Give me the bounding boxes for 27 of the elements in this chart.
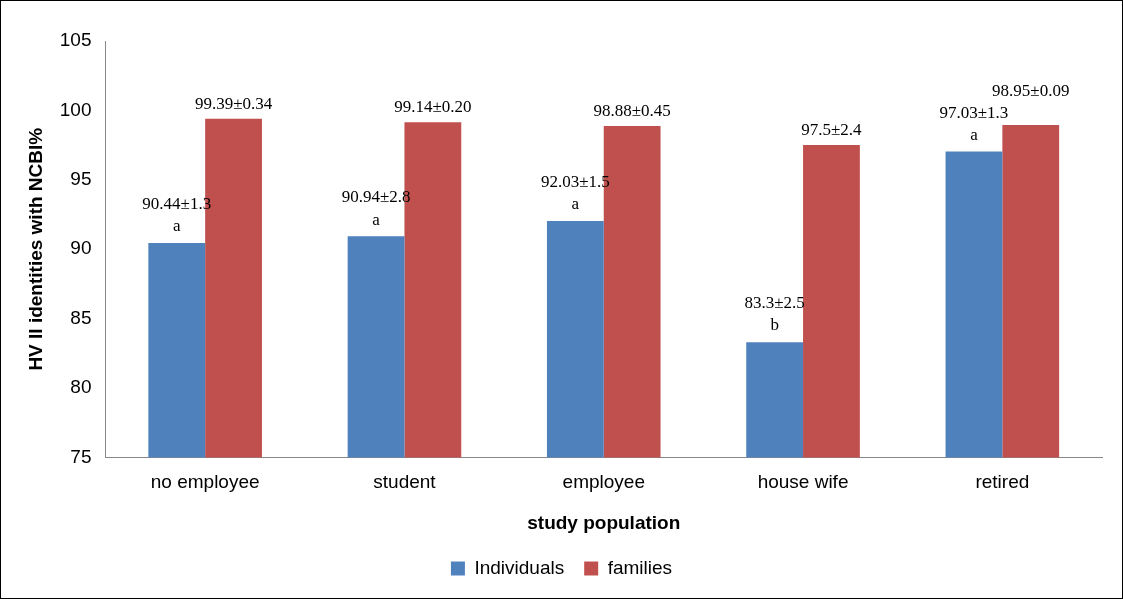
y-tick-label: 85	[70, 306, 92, 328]
y-tick-label: 105	[59, 29, 92, 51]
x-tick-label: house wife	[757, 471, 849, 493]
legend-label: families	[607, 556, 673, 578]
x-tick-label: retired	[975, 471, 1030, 493]
annotation: a	[571, 194, 580, 214]
annotation: b	[770, 315, 779, 335]
y-tick-label: 75	[70, 445, 92, 467]
data-label: 99.14±0.20	[394, 97, 472, 117]
y-tick-label: 100	[59, 98, 92, 120]
x-tick-label: no employee	[150, 471, 260, 493]
y-axis-title: HV II identities with NCBI%	[24, 127, 46, 371]
legend-label: Individuals	[474, 556, 565, 578]
annotation: a	[970, 124, 979, 144]
data-label: 97.5±2.4	[801, 120, 863, 140]
data-label: 99.39±0.34	[194, 93, 273, 113]
annotation: a	[172, 216, 181, 236]
annotation: a	[372, 209, 381, 229]
y-tick-label: 95	[70, 168, 92, 190]
data-label: 98.88±0.45	[593, 100, 671, 120]
y-tick-label: 90	[70, 237, 92, 259]
x-tick-label: employee	[562, 471, 645, 493]
y-tick-label: 80	[70, 376, 92, 398]
x-axis-title: study population	[527, 511, 681, 533]
data-label: 97.03±1.3	[939, 102, 1009, 122]
data-label: 98.95±0.09	[992, 80, 1070, 100]
x-tick-label: student	[373, 471, 437, 493]
